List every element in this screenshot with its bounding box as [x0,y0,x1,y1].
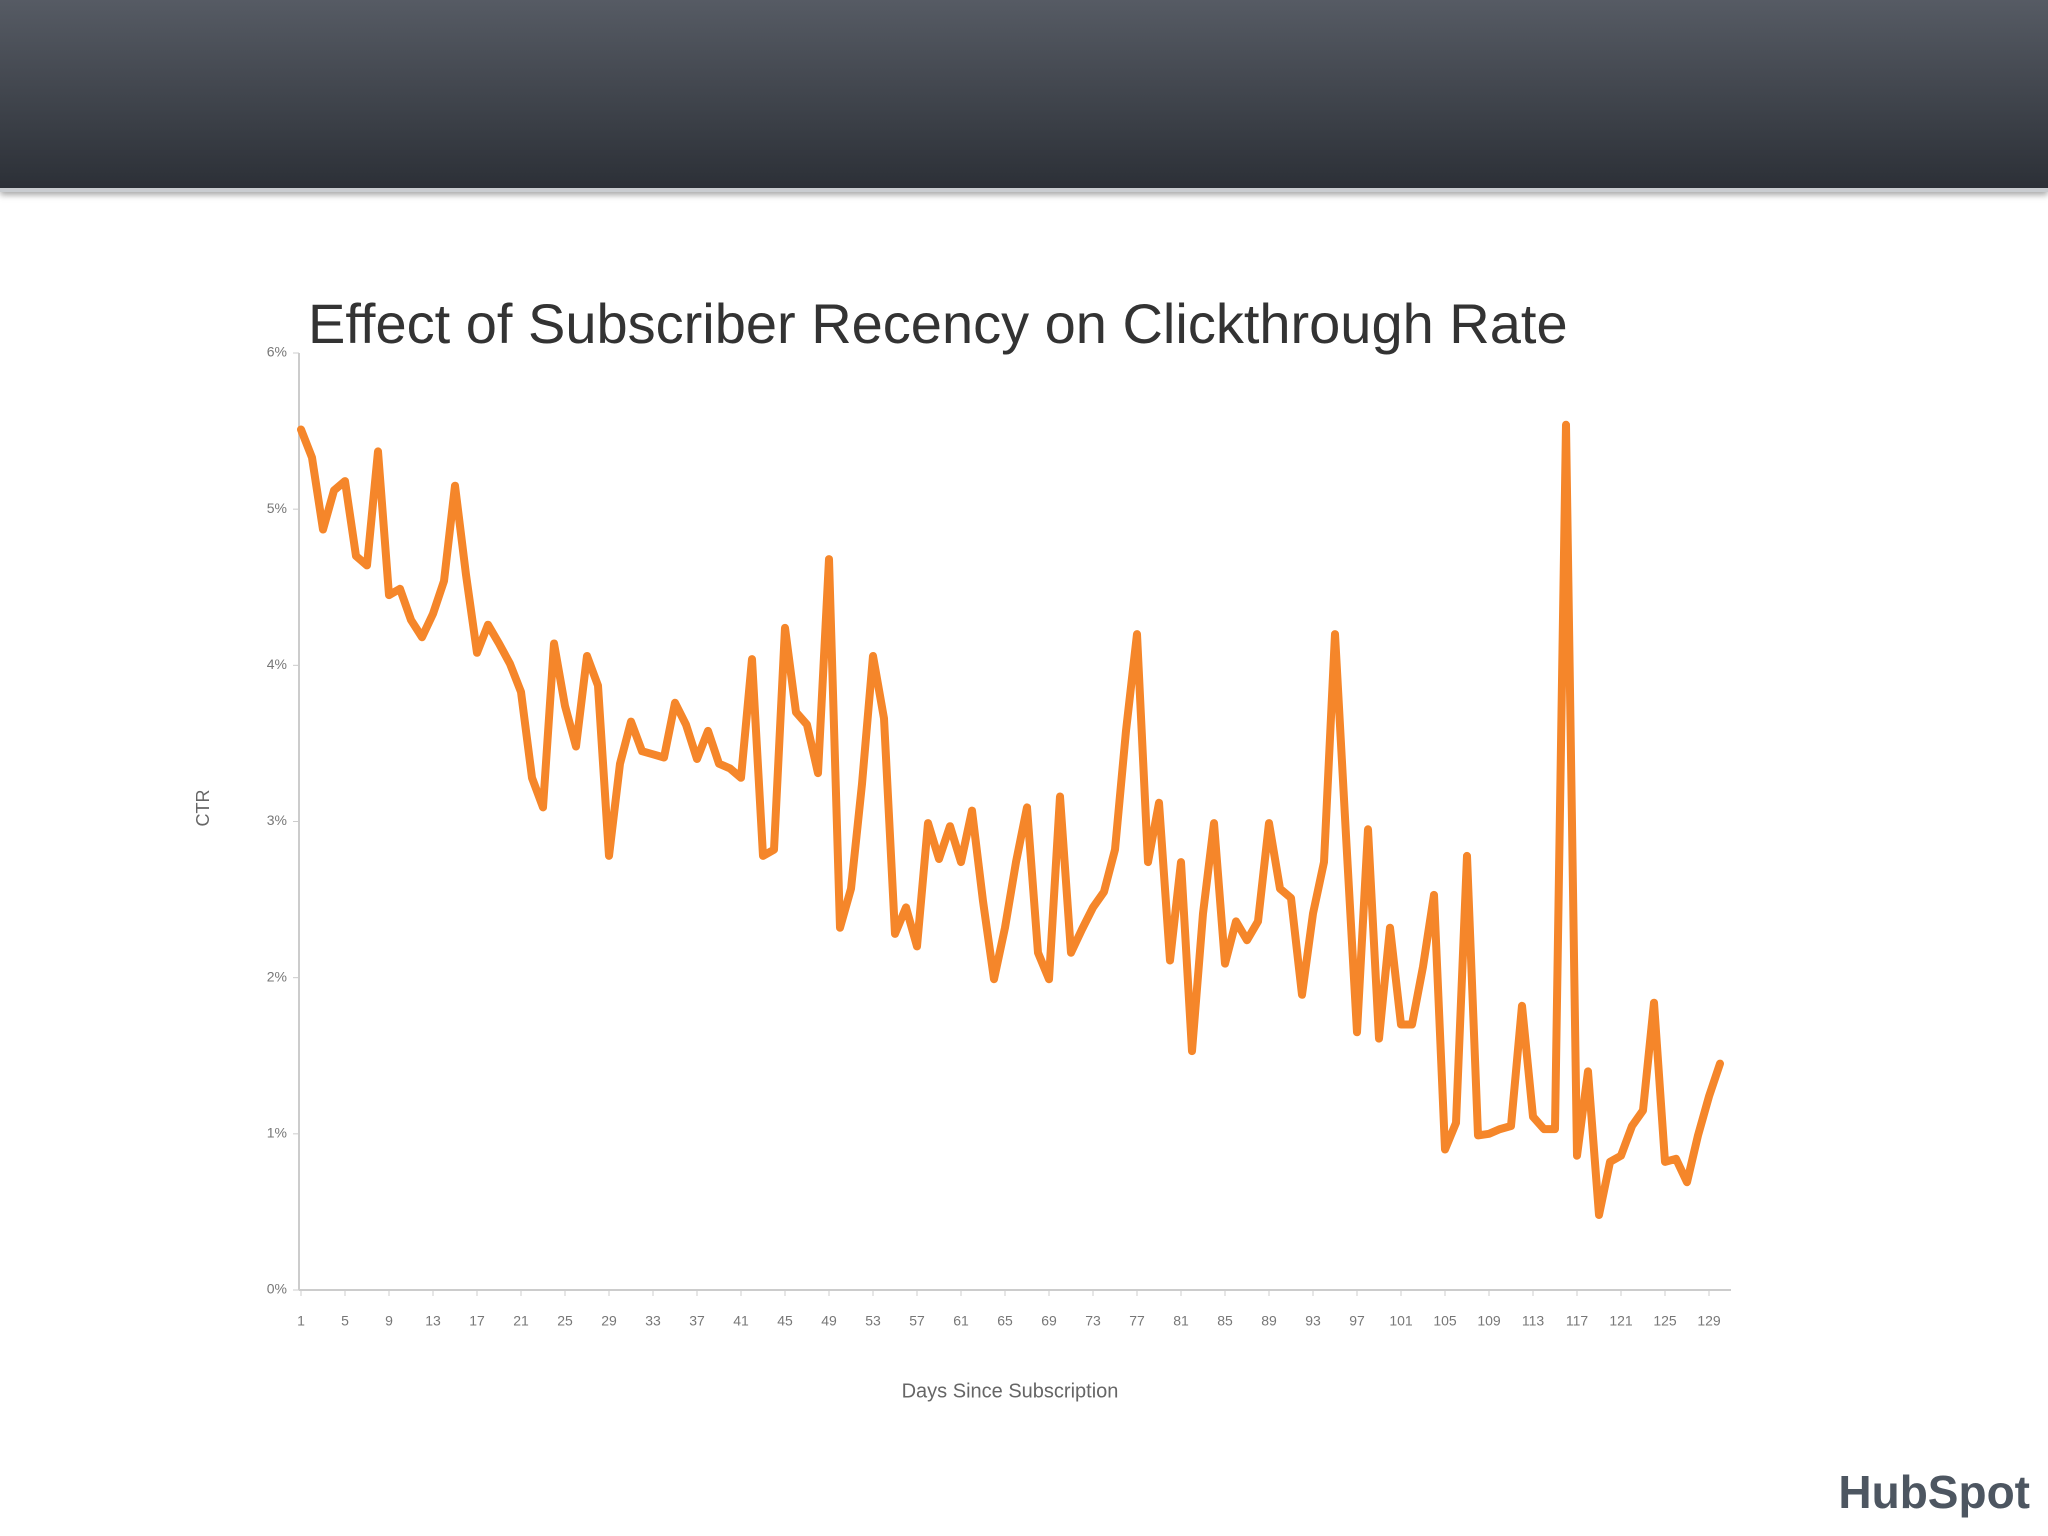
x-tick-label: 117 [1566,1313,1589,1329]
x-tick-label: 33 [645,1313,661,1329]
x-tick-label: 105 [1433,1313,1457,1329]
data-line [297,420,1724,1219]
x-tick-label: 61 [953,1313,969,1329]
y-tick-label: 3% [267,812,287,828]
x-tick-label: 101 [1389,1313,1413,1329]
x-tick-label: 109 [1477,1313,1501,1329]
chart-title: Effect of Subscriber Recency on Clickthr… [308,292,1568,355]
x-tick-label: 65 [997,1313,1013,1329]
x-tick-label: 97 [1349,1313,1365,1329]
x-tick-label: 93 [1305,1313,1321,1329]
x-tick-label: 89 [1261,1313,1277,1329]
y-tick-label: 6% [267,344,287,360]
x-tick-label: 113 [1522,1313,1545,1329]
x-tick-label: 9 [385,1313,393,1329]
x-tick-label: 121 [1609,1313,1633,1329]
x-tick-label: 13 [425,1313,441,1329]
x-tick-label: 69 [1041,1313,1057,1329]
y-tick-label: 0% [267,1281,287,1297]
y-tick-label: 1% [267,1125,287,1141]
y-axis-label: CTR [193,790,213,827]
logo: HubSpot [1838,1466,2030,1518]
x-tick-label: 85 [1217,1313,1233,1329]
x-tick-label: 77 [1129,1313,1145,1329]
x-tick-label: 37 [689,1313,705,1329]
x-axis-label: Days Since Subscription [902,1380,1119,1402]
x-tick-label: 81 [1173,1313,1189,1329]
y-tick-label: 2% [267,968,287,984]
x-tick-label: 73 [1085,1313,1101,1329]
x-tick-label: 21 [513,1313,529,1329]
x-tick-label: 29 [601,1313,617,1329]
x-tick-label: 53 [865,1313,881,1329]
x-tick-label: 125 [1653,1313,1677,1329]
x-tick-label: 49 [821,1313,837,1329]
x-tick-label: 41 [733,1313,749,1329]
x-tick-label: 17 [469,1313,485,1329]
x-tick-label: 25 [557,1313,573,1329]
x-tick-label: 1 [297,1313,305,1329]
y-tick-label: 5% [267,500,287,516]
x-tick-label: 45 [777,1313,793,1329]
x-tick-label: 129 [1697,1313,1721,1329]
x-tick-label: 5 [341,1313,349,1329]
x-tick-label: 57 [909,1313,925,1329]
y-tick-label: 4% [267,656,287,672]
header-bar [0,0,2048,192]
